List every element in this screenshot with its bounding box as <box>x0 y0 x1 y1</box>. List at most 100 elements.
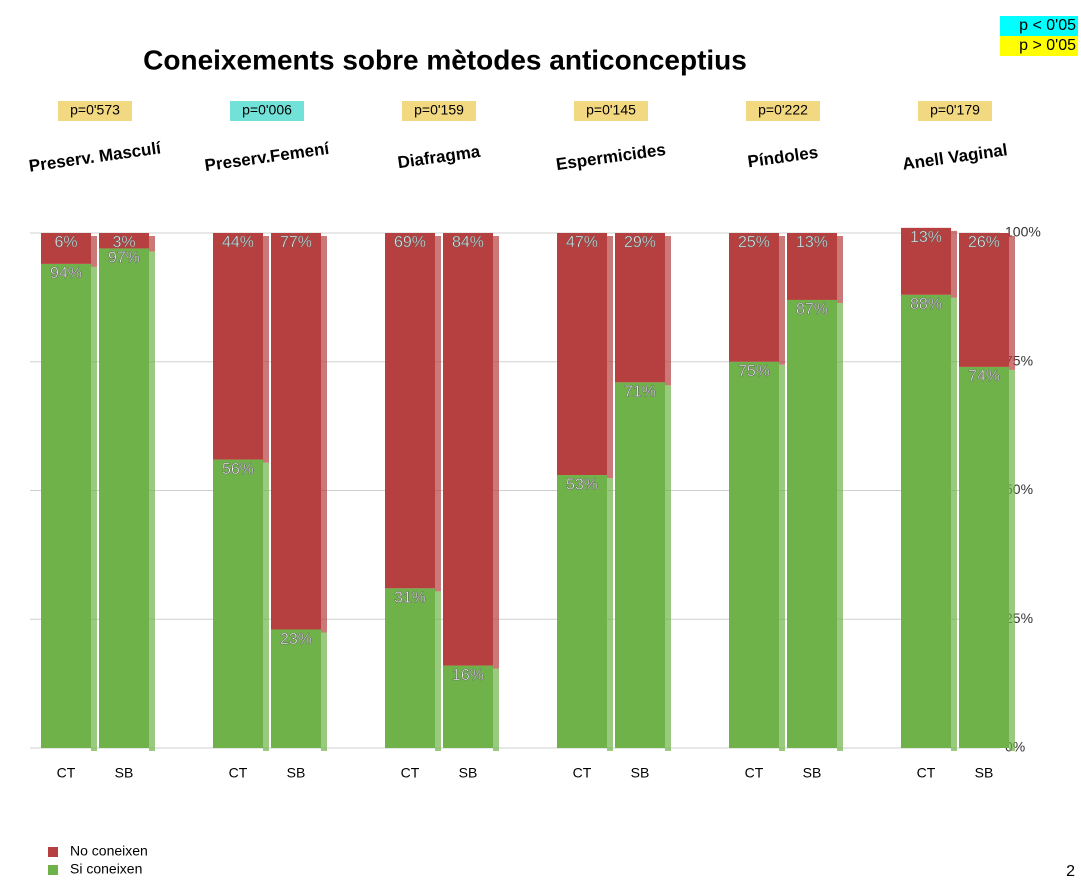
bar-segment <box>271 233 321 630</box>
value-label: 26% <box>968 234 1000 251</box>
page-number: 2 <box>1066 863 1075 880</box>
bar-segment <box>271 629 321 748</box>
value-label: 25% <box>738 234 770 251</box>
bar-side <box>1009 369 1015 751</box>
bar-side <box>607 236 613 479</box>
bar-side <box>837 302 843 751</box>
p-value-label: p=0'159 <box>414 102 464 118</box>
bar-side <box>837 236 843 303</box>
value-label: 44% <box>222 234 254 251</box>
bar-side <box>951 297 957 751</box>
value-label: 87% <box>796 301 828 318</box>
bar-segment <box>443 665 493 748</box>
bar-segment <box>385 233 435 589</box>
bar-segment <box>385 588 435 748</box>
group-label: Diafragma <box>396 142 482 172</box>
bar-segment <box>787 233 837 300</box>
bar-side <box>91 236 97 267</box>
x-tick-label: CT <box>573 765 592 781</box>
value-label: 3% <box>112 234 135 251</box>
value-label: 29% <box>624 234 656 251</box>
x-tick-label: SB <box>459 765 478 781</box>
group-label: Espermicides <box>555 140 667 174</box>
p-value-label: p=0'179 <box>930 102 980 118</box>
value-label: 75% <box>738 363 770 380</box>
value-label: 84% <box>452 234 484 251</box>
value-label: 97% <box>108 250 140 267</box>
value-label: 13% <box>910 229 942 246</box>
bar-segment <box>901 294 951 748</box>
bar-side <box>321 632 327 751</box>
bar-side <box>607 478 613 751</box>
bar-segment <box>787 299 837 748</box>
bar-segment <box>615 233 665 383</box>
significance-label: p < 0'05 <box>1019 17 1076 34</box>
x-tick-label: SB <box>115 765 134 781</box>
p-value-bg <box>58 101 132 121</box>
bar-side <box>435 236 441 592</box>
bar-side <box>149 236 155 252</box>
significance-swatch <box>1000 36 1078 56</box>
x-tick-label: CT <box>57 765 76 781</box>
bar-side <box>91 266 97 751</box>
value-label: 31% <box>394 590 426 607</box>
group-label: Preserv. Masculí <box>28 138 164 175</box>
bar-segment <box>443 233 493 666</box>
value-label: 88% <box>910 296 942 313</box>
value-label: 94% <box>50 265 82 282</box>
x-tick-label: CT <box>401 765 420 781</box>
bar-segment <box>41 263 91 748</box>
bar-side <box>493 668 499 751</box>
bar-segment <box>213 233 263 460</box>
value-label: 6% <box>54 234 77 251</box>
legend-label: No coneixen <box>70 843 148 859</box>
value-label: 77% <box>280 234 312 251</box>
x-tick-label: CT <box>229 765 248 781</box>
x-tick-label: SB <box>631 765 650 781</box>
bar-side <box>263 462 269 751</box>
bar-side <box>779 364 785 751</box>
bar-side <box>665 236 671 386</box>
p-value-bg <box>918 101 992 121</box>
x-tick-label: SB <box>975 765 994 781</box>
p-value-label: p=0'222 <box>758 102 808 118</box>
value-label: 74% <box>968 368 1000 385</box>
value-label: 16% <box>452 667 484 684</box>
bar-segment <box>213 459 263 748</box>
p-value-bg <box>230 101 304 121</box>
p-value-label: p=0'145 <box>586 102 636 118</box>
significance-label: p > 0'05 <box>1019 37 1076 54</box>
group-label: Anell Vaginal <box>901 140 1008 174</box>
bar-side <box>951 230 957 298</box>
p-value-label: p=0'006 <box>242 102 292 118</box>
p-value-bg <box>746 101 820 121</box>
bar-segment <box>729 361 779 748</box>
bar-segment <box>729 233 779 362</box>
p-value-bg <box>402 101 476 121</box>
value-label: 71% <box>624 384 656 401</box>
y-tick-label: 100% <box>1005 224 1041 240</box>
significance-swatch <box>1000 16 1078 36</box>
p-value-bg <box>574 101 648 121</box>
x-tick-label: CT <box>745 765 764 781</box>
chart-title: Coneixements sobre mètodes anticonceptiu… <box>143 44 747 75</box>
value-label: 23% <box>280 631 312 648</box>
bar-side <box>493 236 499 669</box>
bar-side <box>1009 236 1015 370</box>
x-tick-label: SB <box>287 765 306 781</box>
bar-side <box>665 385 671 751</box>
legend-swatch <box>48 847 58 857</box>
bar-segment <box>557 475 607 748</box>
value-label: 47% <box>566 234 598 251</box>
p-value-label: p=0'573 <box>70 102 120 118</box>
bar-side <box>321 236 327 633</box>
value-label: 56% <box>222 461 254 478</box>
bar-segment <box>99 248 149 748</box>
bar-segment <box>41 233 91 264</box>
bar-segment <box>901 227 951 295</box>
value-label: 53% <box>566 476 598 493</box>
group-label: Preserv.Femení <box>203 139 331 175</box>
bar-segment <box>959 233 1009 367</box>
bar-side <box>435 591 441 751</box>
value-label: 13% <box>796 234 828 251</box>
